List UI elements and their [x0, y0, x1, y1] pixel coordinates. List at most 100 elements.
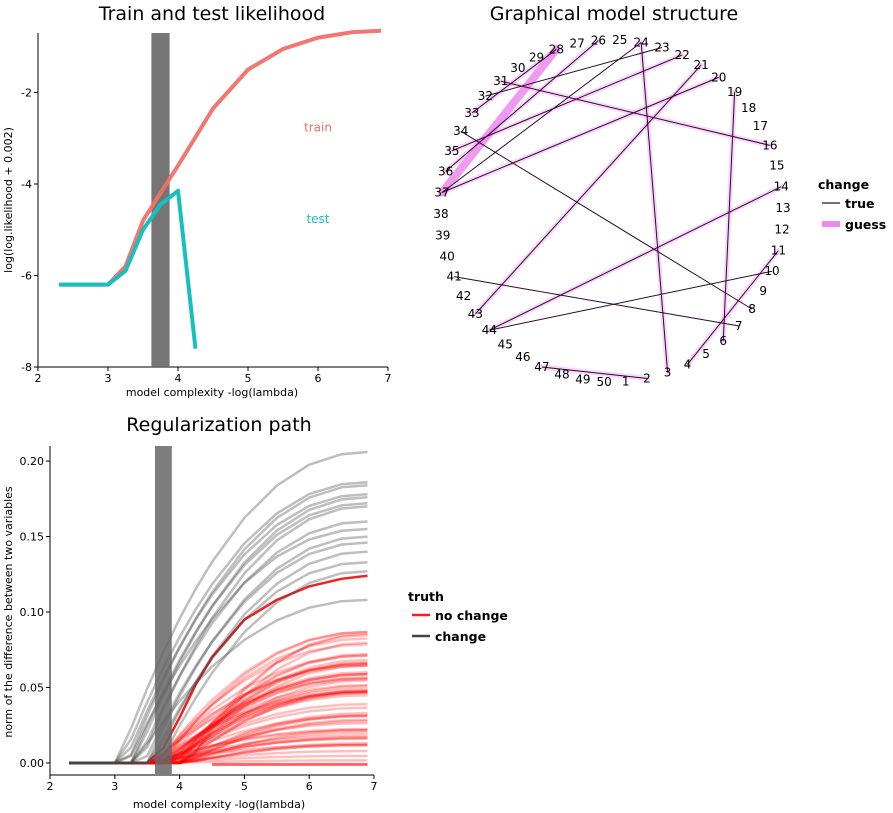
graph-node-label: 35 [444, 144, 459, 158]
graph-true-edges [441, 40, 782, 379]
path-change-line [69, 570, 368, 765]
likelihood-ylabel: log(log.likelihood + 0.002) [2, 127, 15, 273]
graph-node-label: 4 [684, 357, 692, 371]
graph-node-label: 12 [774, 223, 789, 237]
graph-true-edge [489, 186, 782, 331]
path-selected-band [154, 446, 172, 774]
graph-node-label: 21 [693, 58, 708, 72]
likelihood-line-train [59, 28, 382, 287]
graph-node-label: 11 [771, 244, 786, 258]
graph-node-label: 30 [510, 61, 525, 75]
graph-true-edge [485, 47, 663, 97]
graph-true-edge [471, 48, 557, 114]
likelihood-y-tick-label: -2 [21, 86, 32, 99]
likelihood-x-tick-label: 4 [175, 372, 182, 385]
graph-title: Graphical model structure [490, 3, 738, 25]
likelihood-line-test [59, 188, 198, 349]
path-nochange-baseline [212, 762, 368, 766]
likelihood-panel: Train and test likelihood 2 3 4 5 6 7 -8 -6 -4 -2… [2, 3, 392, 399]
graph-node-label: 45 [498, 338, 513, 352]
graph-node-label: 10 [764, 264, 779, 278]
likelihood-xlabel: model complexity -log(lambda) [126, 386, 298, 399]
graph-node-label: 18 [741, 101, 756, 115]
path-axes: 2 3 4 5 6 7 0.00 0.05 0.10 0.15 0.20 [20, 446, 378, 793]
graph-node-label: 50 [597, 375, 612, 389]
path-legend-title: truth [408, 589, 444, 604]
path-ylabel: norm of the difference between two varia… [2, 486, 15, 738]
likelihood-series-labels: train test [304, 120, 332, 226]
path-change-line [69, 483, 368, 765]
path-change-line [69, 527, 368, 765]
graph-node-label: 31 [493, 74, 508, 88]
graph-legend-title: change [818, 177, 869, 192]
graph-node-label: 42 [456, 289, 471, 303]
path-change-line [69, 493, 368, 765]
path-title: Regularization path [126, 414, 311, 436]
graph-true-edge [489, 270, 773, 331]
graph-node-label: 14 [774, 180, 789, 194]
path-nochange-highlight-line [69, 574, 368, 765]
path-selected-band-rect [154, 446, 172, 774]
graph-true-edge [640, 42, 669, 373]
graph-node-label: 24 [634, 36, 649, 50]
graph-node-label: 38 [433, 207, 448, 221]
graph-node-label: 27 [569, 37, 584, 51]
graph-node-label: 40 [439, 249, 454, 263]
path-x-tick-label: 5 [241, 780, 248, 793]
path-change-line [69, 450, 368, 765]
graph-legend-true-label: true [845, 196, 875, 211]
path-change-line [69, 505, 368, 765]
path-y-tick-label: 0.10 [20, 606, 45, 619]
path-change-line [69, 496, 368, 765]
graph-node-label: 2 [643, 371, 651, 385]
graph-true-edge [475, 64, 702, 315]
graph-node-label: 28 [549, 42, 564, 56]
likelihood-series-label-test: test [306, 212, 329, 226]
graph-true-edge [687, 250, 779, 365]
graph-node-label: 25 [612, 33, 627, 47]
graph-node-label: 36 [438, 164, 453, 178]
graph-node-label: 48 [554, 368, 569, 382]
graph-node-label: 39 [435, 228, 450, 242]
likelihood-selected-band-rect [151, 33, 170, 367]
likelihood-axes: 2 3 4 5 6 7 -8 -6 -4 -2 [21, 33, 392, 385]
graph-node-label: 41 [446, 270, 461, 284]
graph-node-label: 16 [762, 138, 777, 152]
graph-node-label: 19 [727, 85, 742, 99]
graph-node-label: 44 [482, 323, 497, 337]
path-change-line [69, 520, 368, 765]
likelihood-x-tick-label: 3 [105, 372, 112, 385]
path-y-tick-label: 0.05 [20, 681, 45, 694]
path-x-tick-label: 7 [371, 780, 378, 793]
path-change-line [69, 480, 368, 765]
likelihood-series-label-train: train [304, 120, 332, 134]
path-change-line [69, 598, 368, 765]
graph-true-edge [541, 366, 647, 379]
path-legend: truth no change change [408, 589, 508, 644]
graph-legend-guess-label: guess [845, 217, 886, 232]
path-y-tick-label: 0.00 [20, 757, 45, 770]
graph-node-label: 37 [434, 185, 449, 199]
graph-true-edge [500, 80, 771, 146]
graph-node-label: 29 [529, 51, 544, 65]
graph-node-label: 20 [711, 70, 726, 84]
path-x-tick-label: 4 [176, 780, 183, 793]
path-change-line [69, 502, 368, 765]
graph-true-edge [451, 54, 683, 152]
likelihood-x-tick-label: 7 [385, 372, 392, 385]
path-legend-change-label: change [435, 629, 486, 644]
path-x-tick-label: 3 [111, 780, 118, 793]
graph-node-label: 47 [534, 360, 549, 374]
path-change-line [69, 560, 368, 765]
likelihood-lines [59, 28, 382, 349]
graph-node-label: 23 [654, 40, 669, 54]
likelihood-x-tick-label: 5 [245, 372, 252, 385]
graph-node-label: 32 [478, 89, 493, 103]
graph-node-label: 1 [622, 374, 630, 388]
likelihood-title: Train and test likelihood [98, 3, 325, 25]
path-change-line [69, 550, 368, 765]
likelihood-y-tick-label: -4 [21, 178, 32, 191]
graph-node-label: 6 [719, 334, 727, 348]
graph-guess-edge [438, 45, 561, 197]
